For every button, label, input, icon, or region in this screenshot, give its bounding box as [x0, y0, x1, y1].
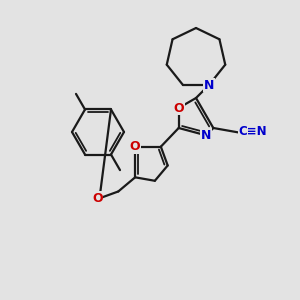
Text: C≡N: C≡N: [238, 125, 267, 138]
Text: N: N: [201, 129, 211, 142]
Text: O: O: [173, 101, 184, 115]
Text: O: O: [92, 192, 103, 205]
Text: N: N: [204, 79, 214, 92]
Text: O: O: [130, 140, 140, 153]
